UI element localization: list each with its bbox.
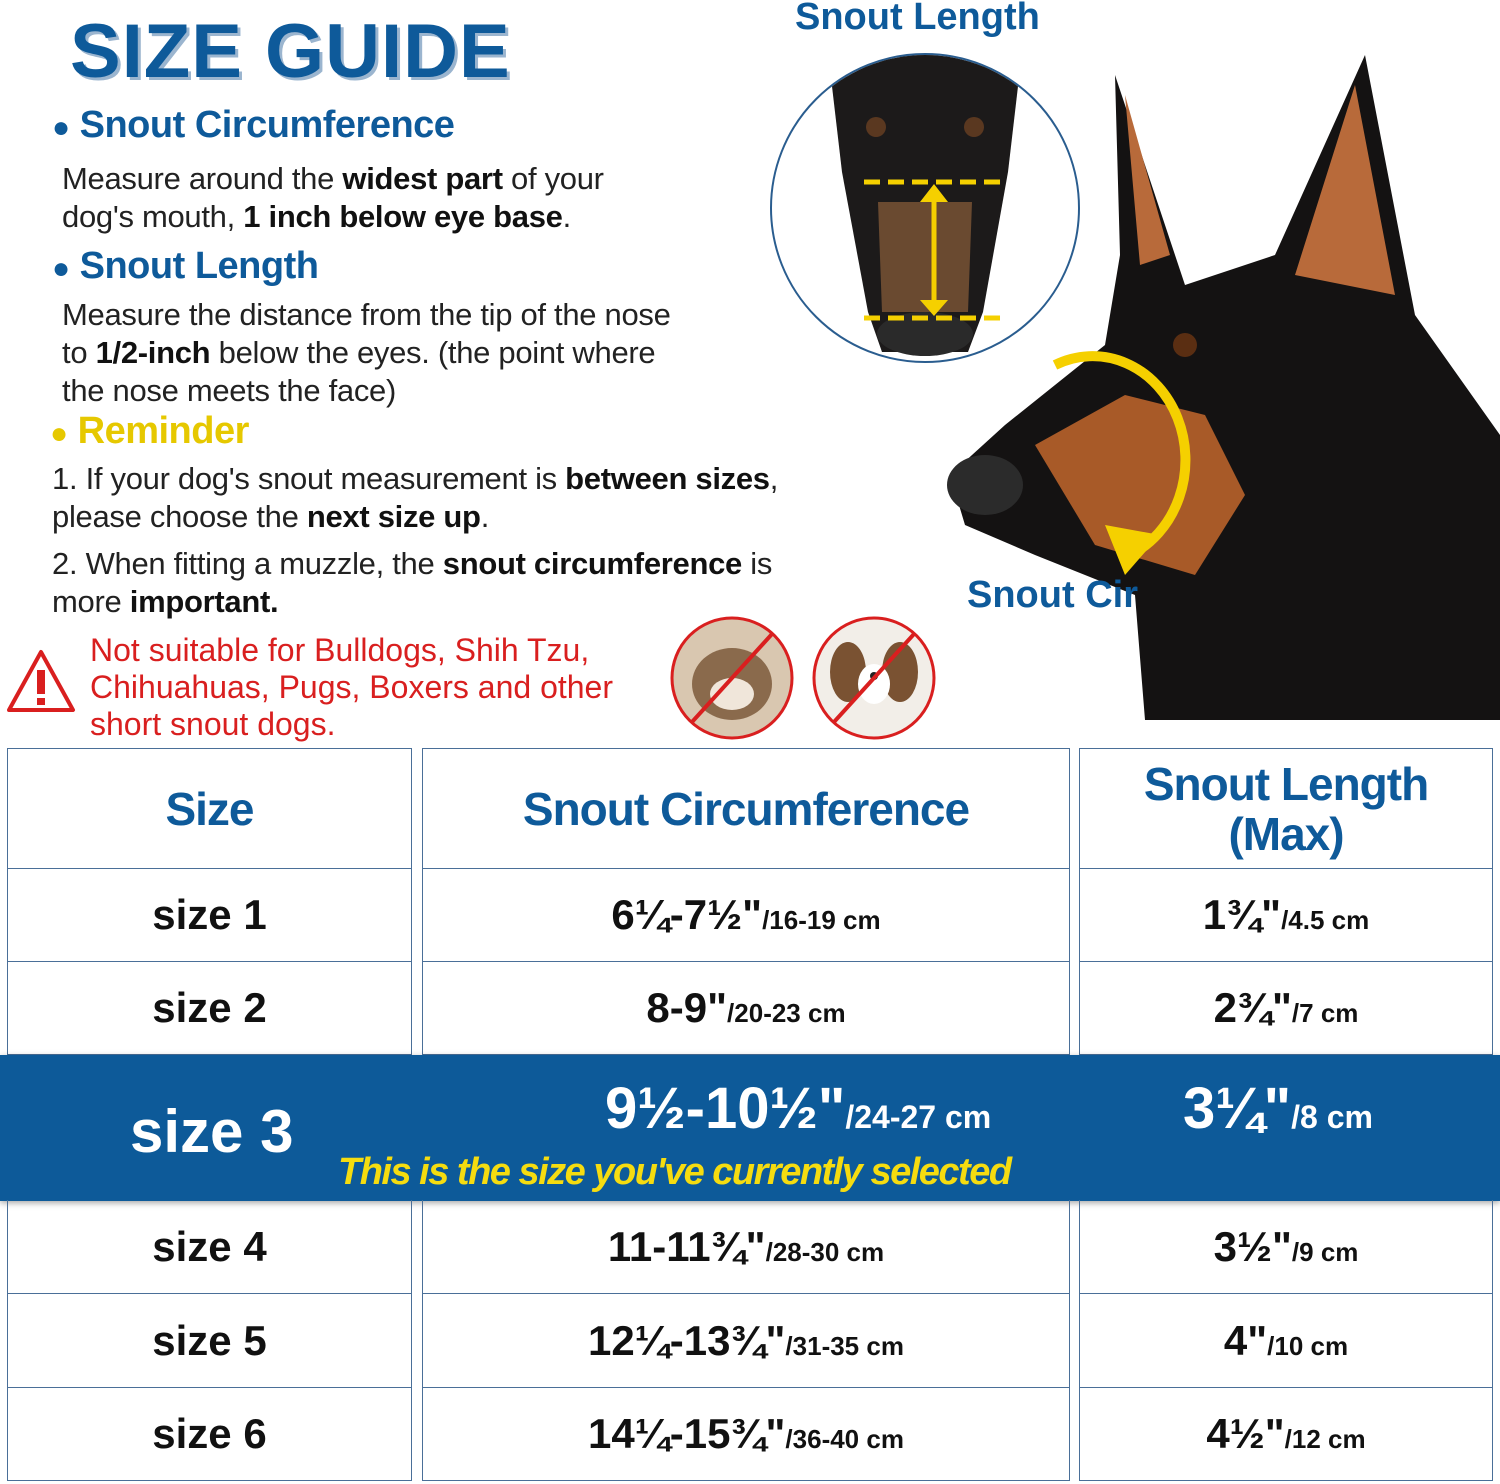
warning-icon <box>7 650 75 712</box>
length-cell: 1¾"/4.5 cm <box>1079 868 1493 962</box>
snout-circumference-heading: ● Snout Circumference <box>52 104 455 146</box>
size-cell: size 3 <box>130 1098 294 1165</box>
length-cell: 4"/10 cm <box>1079 1294 1493 1388</box>
snout-length-diagram <box>770 53 1080 363</box>
size-cell: size 1 <box>7 868 412 962</box>
header-size: Size <box>7 748 412 869</box>
snout-length-heading: ● Snout Length <box>52 245 319 287</box>
length-cell: 3½"/9 cm <box>1079 1200 1493 1294</box>
bulldog-not-allowed-icon <box>670 616 794 740</box>
snout-length-text: Measure the distance from the tip of the… <box>62 297 671 408</box>
header-snout-circumference: Snout Circumference <box>422 748 1070 869</box>
size-cell: size 5 <box>7 1294 412 1388</box>
circumference-cell: 11-11¾"/28-30 cm <box>422 1200 1070 1294</box>
snout-length-label: Snout Length <box>795 0 1040 38</box>
warning-text: Not suitable for Bulldogs, Shih Tzu, Chih… <box>90 632 613 742</box>
circumference-cell: 14¼-15¾"/36-40 cm <box>422 1388 1070 1481</box>
heading-text: Snout Circumference <box>79 104 455 146</box>
circumference-cell: 8-9"/20-23 cm <box>422 962 1070 1055</box>
length-cell: 2¾"/7 cm <box>1079 962 1493 1055</box>
reminder-heading: ● Reminder <box>50 410 250 452</box>
heading-text: Reminder <box>77 410 250 452</box>
length-cell: 4½"/12 cm <box>1079 1388 1493 1481</box>
doberman-photo <box>947 55 1500 720</box>
reminder-text: 1. If your dog's snout measurement is be… <box>52 461 779 619</box>
size-cell: size 2 <box>7 962 412 1055</box>
heading-text: Snout Length <box>79 245 319 287</box>
snout-cir-label: Snout Cir <box>967 574 1138 616</box>
header-snout-length: Snout Length (Max) <box>1079 748 1493 869</box>
unsuitable-breeds-images <box>670 616 936 740</box>
circumference-cell: 6¼-7½"/16-19 cm <box>422 868 1070 962</box>
size-cell: size 6 <box>7 1388 412 1481</box>
length-cell: 3¼"/8 cm <box>1183 1076 1373 1141</box>
selected-size-row[interactable]: size 3 9½-10½"/24-27 cm 3¼"/8 cm This is… <box>0 1055 1500 1201</box>
circumference-arrow-icon <box>1052 351 1191 560</box>
selected-note: This is the size you've currently select… <box>338 1151 1012 1193</box>
shih-tzu-not-allowed-icon <box>812 616 936 740</box>
page-title: SIZE GUIDE <box>70 9 511 94</box>
size-cell: size 4 <box>7 1200 412 1294</box>
circumference-cell: 12¼-13¾"/31-35 cm <box>422 1294 1070 1388</box>
circumference-cell: 9½-10½"/24-27 cm <box>605 1076 992 1141</box>
snout-circumference-text: Measure around the widest part of your d… <box>62 161 604 234</box>
